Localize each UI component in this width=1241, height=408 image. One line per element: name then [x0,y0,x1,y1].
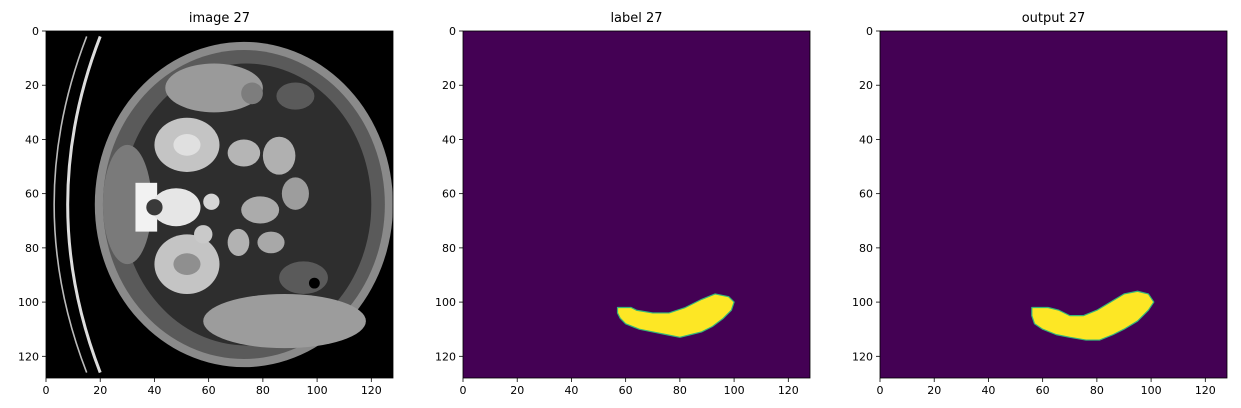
x-tick-label: 60 [619,384,633,397]
ct-paraspinal-muscle [102,144,152,265]
label-mask-region [616,293,735,338]
ct-colon-lower [279,261,328,294]
x-tick-label: 60 [1036,384,1050,397]
y-tick-label: 0 [449,25,456,38]
y-tick-label: 20 [442,79,456,92]
y-tick-label: 100 [18,296,39,309]
ct-vertebral-body [151,188,201,227]
ct-kidney-lower-pelvis [173,253,201,275]
x-tick-label: 80 [673,384,687,397]
y-tick-label: 80 [859,242,873,255]
ct-bowel-2 [262,136,296,175]
x-tick-label: 40 [564,384,578,397]
y-tick-label: 120 [435,350,456,363]
x-tick-label: 20 [927,384,941,397]
y-tick-label: 40 [25,133,39,146]
ct-pancreas [241,196,280,224]
y-tick-label: 120 [18,350,39,363]
panel-title: label 27 [610,11,662,26]
panel-title: image 27 [189,11,250,26]
ct-table-outer [66,35,102,374]
y-tick-label: 80 [25,242,39,255]
panel-2: label 27 0 20 40 60 80 100 120 0 20 40 60 80 100 120 [435,11,811,397]
y-tick-label: 60 [859,188,873,201]
y-tick-label: 80 [442,242,456,255]
y-tick-label: 40 [859,133,873,146]
y-tick-label: 60 [442,188,456,201]
ct-bowel-loop [241,82,263,105]
x-tick-label: 40 [147,384,161,397]
ct-liver [203,293,366,349]
y-tick-label: 100 [852,296,873,309]
x-tick-label: 0 [877,384,884,397]
x-tick-label: 0 [43,384,50,397]
x-tick-label: 0 [460,384,467,397]
y-tick-label: 60 [25,188,39,201]
ct-ivc [194,225,213,244]
ct-spinal-canal [146,199,163,216]
x-tick-label: 120 [1195,384,1216,397]
panel-1: image 27 0 20 40 60 80 100 120 0 20 40 60 80 100 120 [18,11,394,397]
y-tick-label: 120 [852,350,873,363]
x-tick-label: 40 [981,384,995,397]
panel-title: output 27 [1022,11,1086,26]
x-tick-label: 20 [93,384,107,397]
x-tick-label: 100 [724,384,745,397]
y-tick-label: 20 [859,79,873,92]
ct-aorta [203,193,220,210]
output-mask-region [1031,290,1155,341]
panel-frame [462,30,811,379]
x-tick-label: 20 [510,384,524,397]
ct-spleen [165,63,263,113]
x-tick-label: 80 [256,384,270,397]
x-tick-label: 100 [307,384,328,397]
panel-frame [45,30,394,379]
y-tick-label: 40 [442,133,456,146]
x-tick-label: 80 [1090,384,1104,397]
ct-bowel-3 [227,228,250,257]
x-tick-label: 120 [361,384,382,397]
panel-3: output 27 0 20 40 60 80 100 120 0 20 40 60 80 100 120 [852,11,1228,397]
ct-table-inner [53,36,88,373]
ct-bowel-1 [227,139,261,167]
ct-gas-bubble [308,277,320,289]
x-tick-label: 100 [1141,384,1162,397]
y-tick-label: 100 [435,296,456,309]
y-tick-label: 20 [25,79,39,92]
y-tick-label: 0 [32,25,39,38]
x-tick-label: 60 [202,384,216,397]
ct-bowel-5 [281,177,309,210]
y-tick-label: 0 [866,25,873,38]
ct-bowel-4 [257,231,285,254]
ct-kidney-upper-pelvis [173,134,201,156]
ct-colon-upper [276,82,315,110]
x-tick-label: 120 [778,384,799,397]
panel-frame [879,30,1228,379]
